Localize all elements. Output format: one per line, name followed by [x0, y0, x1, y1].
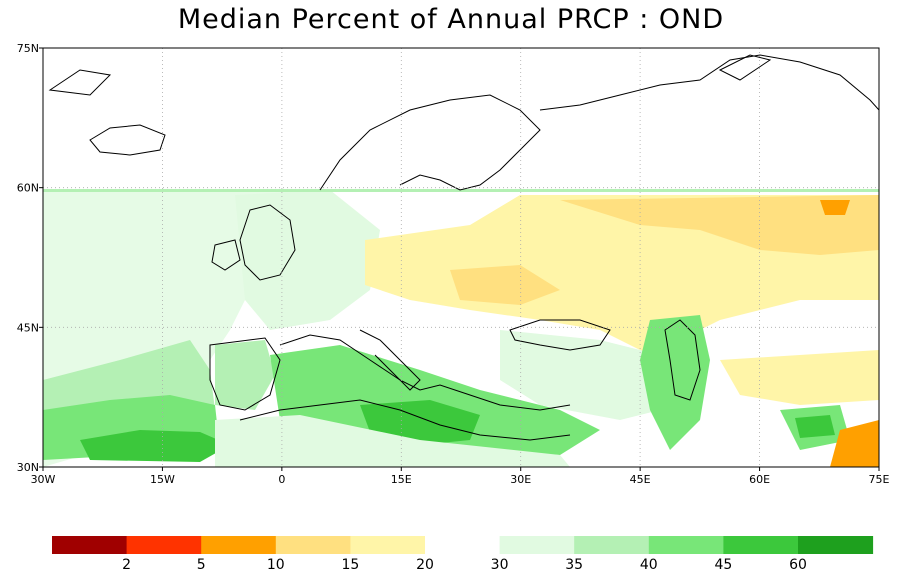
lon-tick-label: 30W: [31, 473, 56, 486]
lon-tick-label: 0: [278, 473, 285, 486]
colorbar-swatch: [52, 536, 128, 554]
graticule: [43, 48, 879, 467]
axis-ticks: 30W 15W 0 15E 30E 45E 60E 75E 30N 45N 60N 75N: [17, 42, 890, 486]
colorbar-swatch: [798, 536, 874, 554]
north-africa-light: [215, 415, 570, 467]
colorbar-label: 45: [714, 557, 733, 573]
ireland-coast: [211, 239, 241, 271]
colorbar-swatch: [499, 536, 575, 554]
colorbar-label: 2: [122, 557, 132, 573]
colorbar: [52, 536, 874, 554]
black-sea-coast: [509, 319, 611, 351]
italy-coast: [359, 329, 421, 391]
colorbar-swatch: [201, 536, 277, 554]
colorbar-swatch: [723, 536, 799, 554]
kazakhstan-yellow: [720, 350, 879, 405]
colorbar-swatch: [425, 536, 501, 554]
colorbar-label: 30: [490, 557, 509, 573]
central-asia-dark-green: [795, 415, 835, 438]
british-isles-coast: [239, 204, 296, 281]
iberia-green: [215, 340, 275, 410]
lat-tick-label: 45N: [17, 321, 39, 334]
lon-tick-label: 30E: [510, 473, 531, 486]
colorbar-swatch: [350, 536, 426, 554]
colorbar-label: 60: [789, 557, 807, 573]
lon-tick-label: 75E: [869, 473, 890, 486]
colorbar-swatch: [126, 536, 202, 554]
colorbar-label: 10: [266, 557, 285, 573]
lon-tick-label: 45E: [630, 473, 651, 486]
coastlines: [48, 54, 879, 441]
southeast-orange: [830, 420, 879, 467]
west-europe-light-green: [235, 190, 380, 330]
novaya-zemlya-coast: [718, 54, 772, 81]
lat-tick-label: 30N: [17, 461, 39, 474]
russia-orange-light: [560, 195, 879, 255]
russia-arctic-coast: [539, 54, 879, 111]
data-field: [43, 189, 879, 467]
colorbar-swatch: [275, 536, 351, 554]
russia-orange-spot: [820, 200, 850, 215]
lat-tick-label: 60N: [17, 182, 39, 195]
lon-tick-label: 15W: [150, 473, 175, 486]
atlantic-dark-green: [80, 430, 230, 462]
colorbar-swatch: [574, 536, 650, 554]
map-frame: [42, 47, 880, 468]
north-africa-coast: [239, 399, 571, 441]
colorbar-label: 15: [341, 557, 360, 573]
colorbar-label: 5: [196, 557, 206, 573]
lat-tick-label: 75N: [17, 42, 39, 55]
colorbar-swatch: [648, 536, 724, 554]
colorbar-label: 40: [639, 557, 658, 573]
lon-tick-label: 15E: [391, 473, 412, 486]
iceland-coast: [89, 124, 166, 156]
caspian-coast: [664, 319, 701, 401]
mediterranean-north-coast: [279, 334, 571, 411]
colorbar-label: 35: [565, 557, 584, 573]
iberia-coast: [209, 337, 281, 411]
60n-green-strip: [43, 189, 879, 192]
svalbard-coast: [48, 69, 112, 96]
colorbar-label: 20: [416, 557, 434, 573]
ukraine-yellow: [450, 265, 560, 305]
lon-tick-label: 60E: [749, 473, 770, 486]
map-title: Median Percent of Annual PRCP : OND: [177, 4, 725, 35]
caspian-green: [640, 315, 710, 450]
scandinavia-coast: [319, 94, 541, 191]
